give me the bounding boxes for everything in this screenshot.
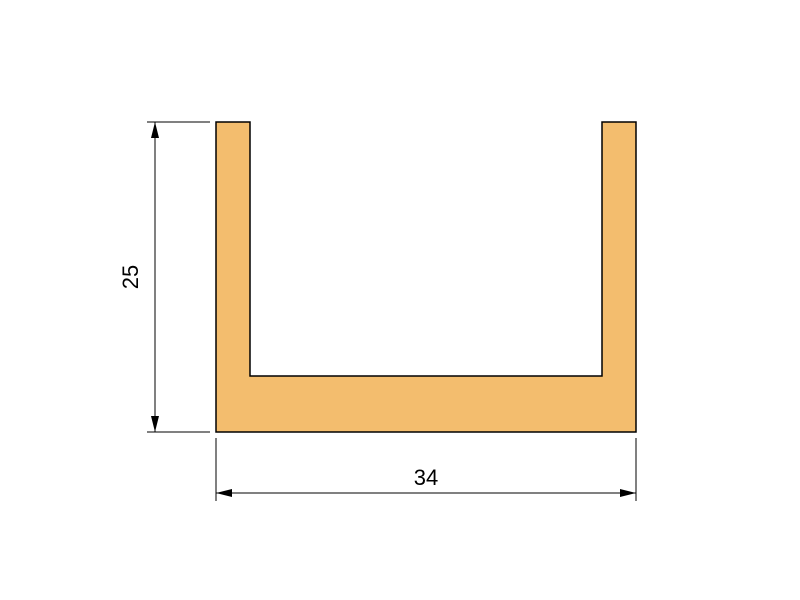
dimension-width-label: 34 [414, 465, 438, 490]
arrowhead-top [151, 122, 159, 138]
arrowhead-bottom [151, 416, 159, 432]
dimension-height: 25 [118, 122, 210, 432]
arrowhead-right [620, 489, 636, 497]
dimension-width: 34 [216, 438, 636, 501]
dimension-height-label: 25 [118, 265, 143, 289]
technical-drawing: 25 34 [0, 0, 800, 600]
u-channel-profile [216, 122, 636, 432]
arrowhead-left [216, 489, 232, 497]
